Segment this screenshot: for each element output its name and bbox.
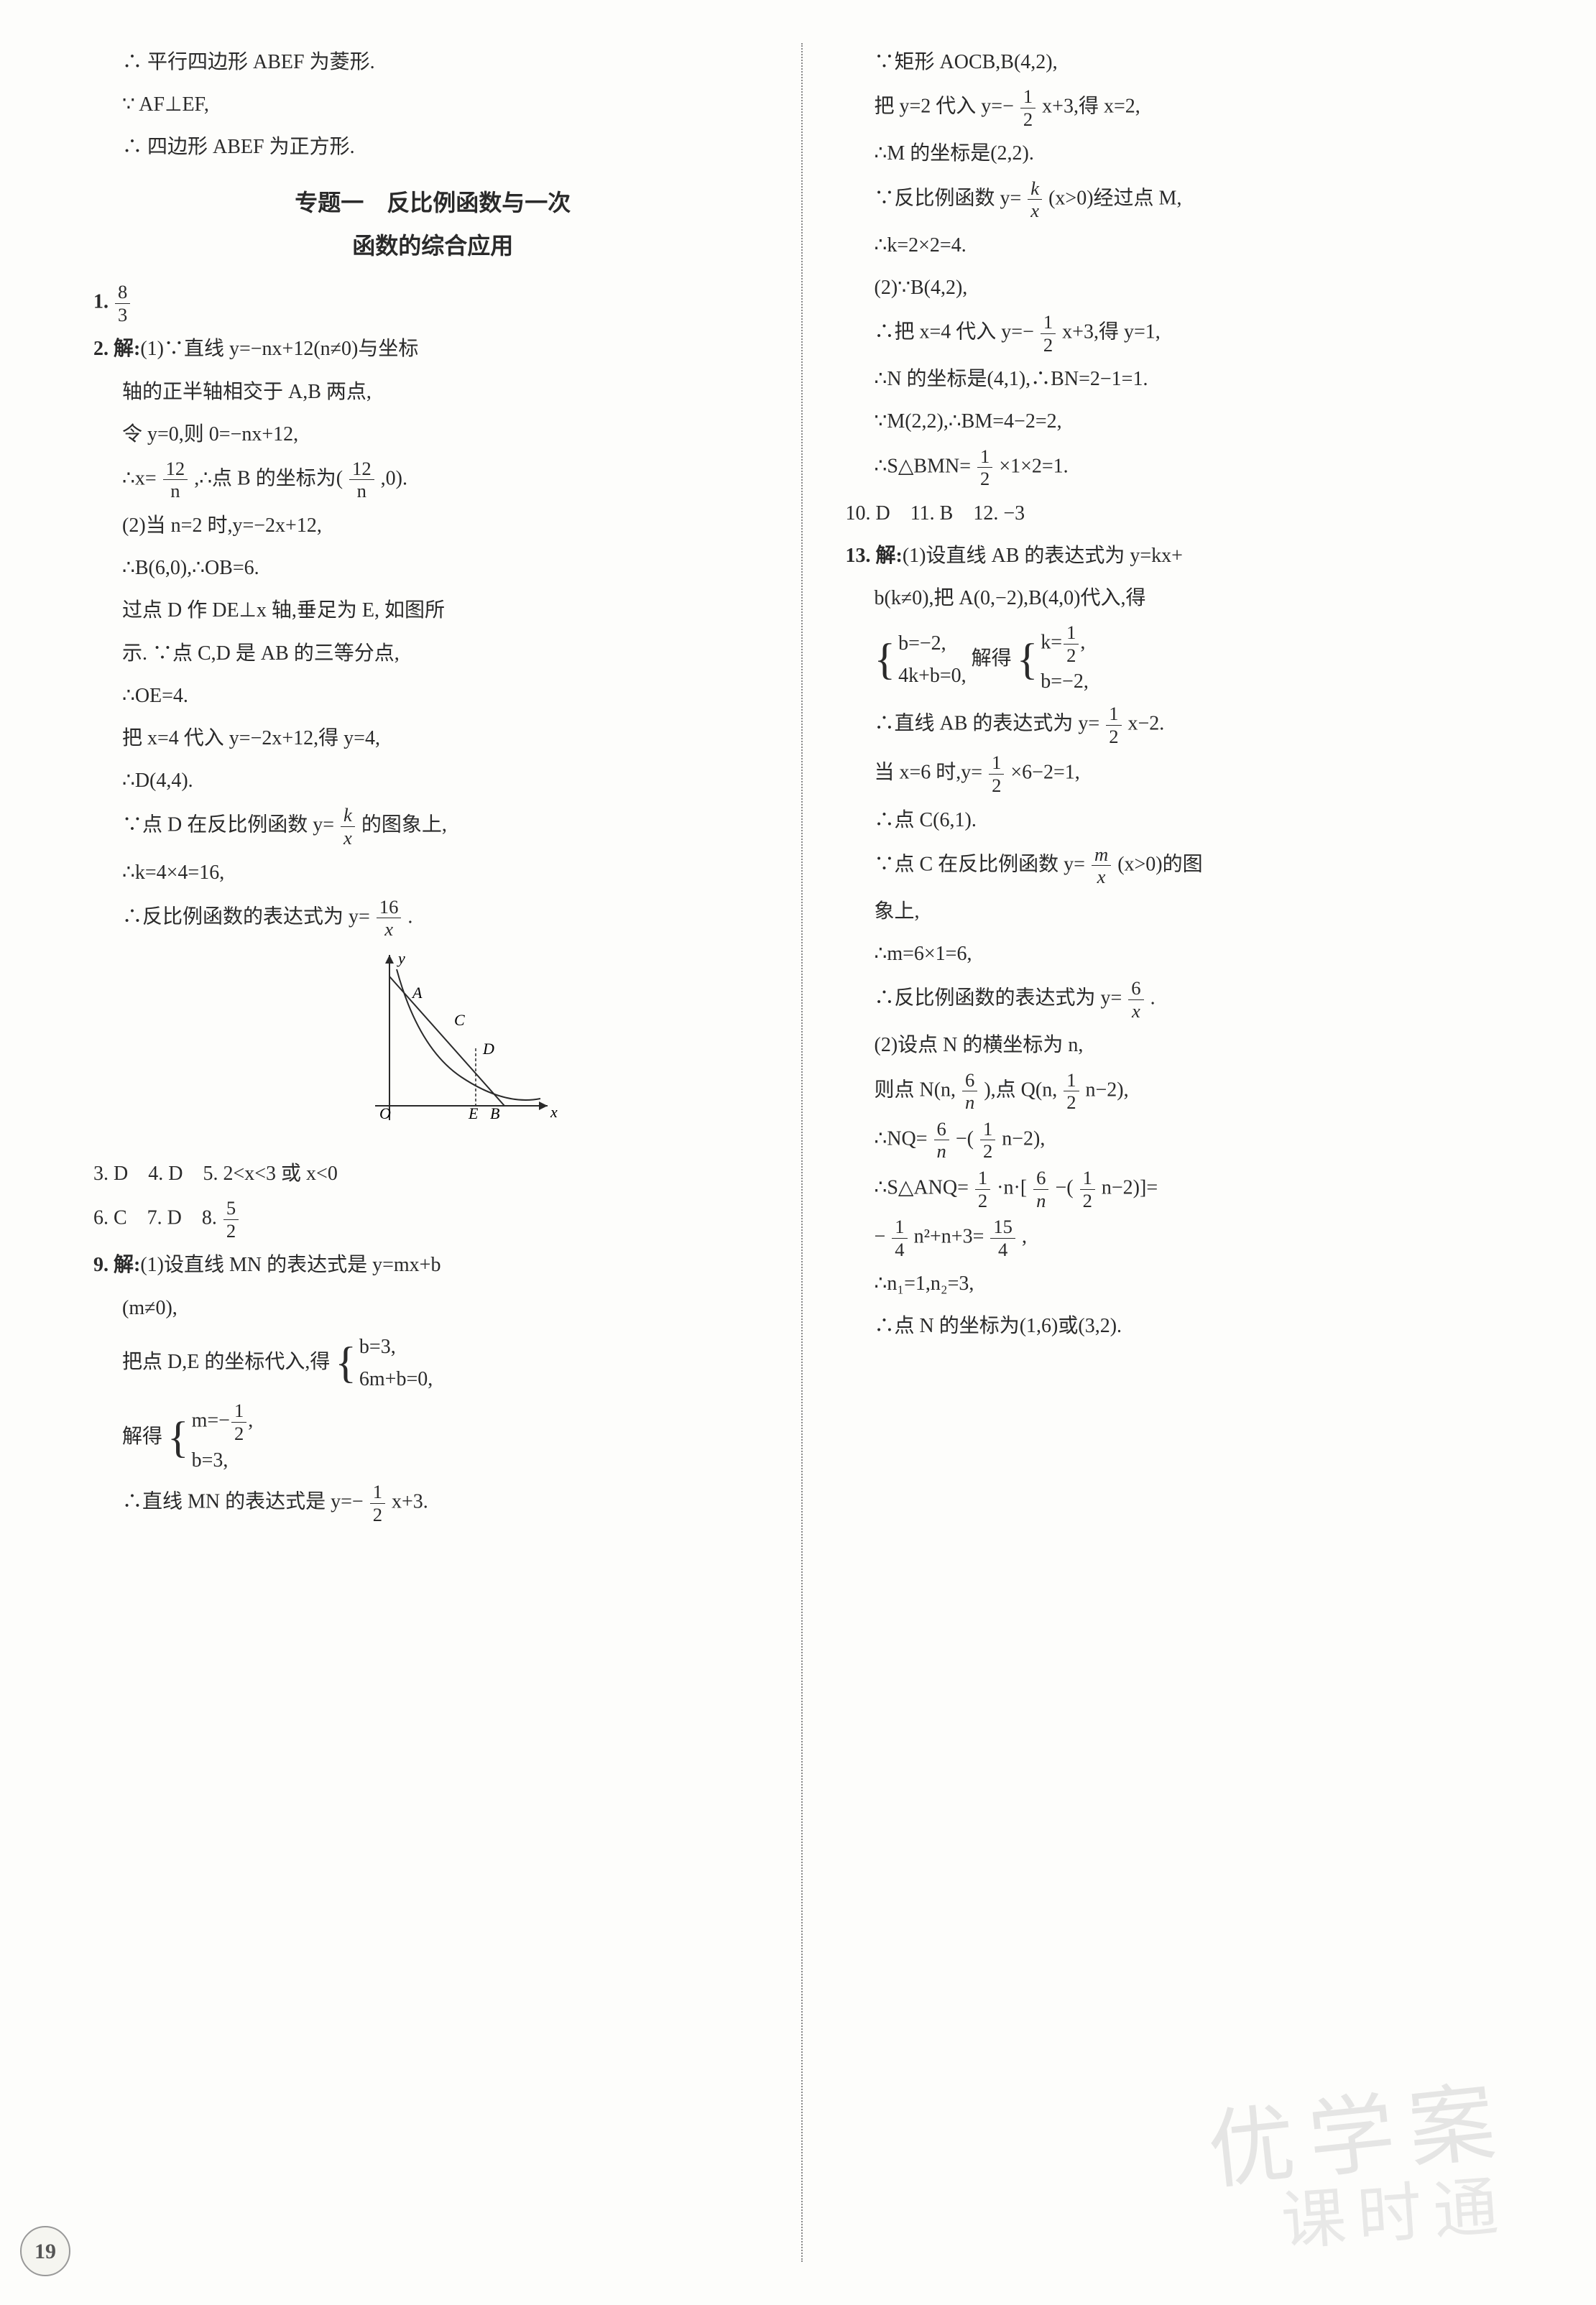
equation-system: { m=−12, b=3,: [167, 1400, 253, 1477]
text-line: 当 x=6 时,y= 12 ×6−2=1,: [846, 752, 1525, 796]
text-line: { b=−2, 4k+b=0, 解得 { k=12, b=−2,: [846, 622, 1525, 698]
text-line: (2)∵B(4,2),: [846, 269, 1525, 307]
frac: 12n: [349, 458, 374, 502]
frac: 12: [370, 1481, 385, 1525]
equation-system: { b=3, 6m+b=0,: [335, 1331, 433, 1396]
text-line: ∵反比例函数 y= kx (x>0)经过点 M,: [846, 177, 1525, 222]
q1: 1. 8 3: [93, 281, 772, 325]
text-line: ∴n₁=1,n₂=3,: [846, 1265, 1525, 1303]
text-line: ∵点 C 在反比例函数 y= mx (x>0)的图: [846, 844, 1525, 888]
text-line: 示. ∵点 C,D 是 AB 的三等分点,: [93, 634, 772, 673]
text-line: ∴ 四边形 ABEF 为正方形.: [93, 128, 772, 166]
equation-system: { k=12, b=−2,: [1017, 622, 1089, 698]
text-line: ∵点 D 在反比例函数 y= kx 的图象上,: [93, 804, 772, 849]
right-column: ∵矩形 AOCB,B(4,2), 把 y=2 代入 y=− 12 x+3,得 x…: [831, 43, 1539, 2262]
coordinate-graph: y x O A C D E B: [137, 948, 772, 1147]
frac: 12n: [163, 458, 188, 502]
text-line: 过点 D 作 DE⊥x 轴,垂足为 E, 如图所: [93, 591, 772, 629]
text-line: 令 y=0,则 0=−nx+12,: [93, 415, 772, 453]
text-line: ∴D(4,4).: [93, 762, 772, 800]
title-line1: 专题一 反比例函数与一次: [93, 181, 772, 225]
point-D: D: [482, 1040, 494, 1058]
text-line: ∴直线 MN 的表达式是 y=− 12 x+3.: [93, 1481, 772, 1525]
text-line: ∴B(6,0),∴OB=6.: [93, 549, 772, 587]
text-line: b(k≠0),把 A(0,−2),B(4,0)代入,得: [846, 579, 1525, 617]
q13-start: 13. 解:(1)设直线 AB 的表达式为 y=kx+: [846, 537, 1525, 575]
point-C: C: [454, 1011, 465, 1029]
text-line: ∴S△ANQ= 12 ·n·[ 6n −( 12 n−2)]=: [846, 1167, 1525, 1211]
q9-start: 9. 解:(1)设直线 MN 的表达式是 y=mx+b: [93, 1246, 772, 1284]
axis-x-label: x: [550, 1103, 558, 1121]
q13-num: 13. 解:: [846, 545, 903, 567]
point-B: B: [490, 1104, 499, 1122]
text-line: ∴x= 12n ,∴点 B 的坐标为( 12n ,0).: [93, 458, 772, 502]
text-line: ∴k=4×4=16,: [93, 854, 772, 892]
section-title: 专题一 反比例函数与一次 函数的综合应用: [93, 181, 772, 269]
text-line: ∴m=6×1=6,: [846, 935, 1525, 973]
q9-num: 9. 解:: [93, 1254, 140, 1276]
text-line: (2)设点 N 的横坐标为 n,: [846, 1026, 1525, 1064]
text-line: ∴N 的坐标是(4,1),∴BN=2−1=1.: [846, 360, 1525, 398]
text-line: ∴S△BMN= 12 ×1×2=1.: [846, 445, 1525, 490]
graph-svg: y x O A C D E B: [346, 948, 562, 1135]
text-line: 轴的正半轴相交于 A,B 两点,: [93, 373, 772, 411]
text-line: 把点 D,E 的坐标代入,得 { b=3, 6m+b=0,: [93, 1331, 772, 1396]
q2-start: 2. 解:(1)∵直线 y=−nx+12(n≠0)与坐标: [93, 330, 772, 368]
text-line: (m≠0),: [93, 1289, 772, 1327]
q1-frac: 8 3: [115, 281, 130, 325]
frac: 16x: [377, 896, 402, 941]
frac: 52: [223, 1197, 239, 1242]
text-line: 把 x=4 代入 y=−2x+12,得 y=4,: [93, 719, 772, 757]
text-line: 则点 N(n, 6n ),点 Q(n, 12 n−2),: [846, 1069, 1525, 1114]
text-line: 象上,: [846, 892, 1525, 930]
text-line: − 14 n²+n+3= 154 ,: [846, 1216, 1525, 1260]
text-line: 把 y=2 代入 y=− 12 x+3,得 x=2,: [846, 86, 1525, 130]
text-line: ∵M(2,2),∴BM=4−2=2,: [846, 402, 1525, 440]
origin-label: O: [379, 1104, 391, 1122]
point-A: A: [411, 984, 423, 1002]
page-number: 19: [34, 2231, 56, 2272]
axis-y-label: y: [397, 949, 405, 967]
text-line: ∵矩形 AOCB,B(4,2),: [846, 43, 1525, 81]
text-line: ∴反比例函数的表达式为 y= 16x .: [93, 896, 772, 941]
text-line: ∴点 N 的坐标为(1,6)或(3,2).: [846, 1307, 1525, 1345]
title-line2: 函数的综合应用: [93, 224, 772, 268]
text-line: ∴NQ= 6n −( 12 n−2),: [846, 1118, 1525, 1163]
frac: kx: [341, 804, 355, 849]
q10-12: 10. D 11. B 12. −3: [846, 494, 1525, 532]
text-line: ∴OE=4.: [93, 677, 772, 715]
text-line: ∴把 x=4 代入 y=− 12 x+3,得 y=1,: [846, 311, 1525, 356]
text-line: ∴k=2×2=4.: [846, 226, 1525, 264]
q2-num: 2. 解:: [93, 338, 140, 360]
page-container: ∴ 平行四边形 ABEF 为菱形. ∵ AF⊥EF, ∴ 四边形 ABEF 为正…: [79, 43, 1539, 2262]
text-line: ∵ AF⊥EF,: [93, 86, 772, 124]
q1-num: 1.: [93, 291, 109, 313]
text-line: ∴M 的坐标是(2,2).: [846, 134, 1525, 172]
text-line: 解得 { m=−12, b=3,: [93, 1400, 772, 1477]
left-column: ∴ 平行四边形 ABEF 为菱形. ∵ AF⊥EF, ∴ 四边形 ABEF 为正…: [79, 43, 803, 2262]
q6-8: 6. C 7. D 8. 52: [93, 1197, 772, 1242]
text-line: ∴点 C(6,1).: [846, 801, 1525, 839]
text-line: ∴反比例函数的表达式为 y= 6x .: [846, 977, 1525, 1022]
page-number-badge: 19: [20, 2226, 70, 2276]
point-E: E: [468, 1104, 479, 1122]
text-line: ∴ 平行四边形 ABEF 为菱形.: [93, 43, 772, 81]
q3-5: 3. D 4. D 5. 2<x<3 或 x<0: [93, 1155, 772, 1193]
text-line: ∴直线 AB 的表达式为 y= 12 x−2.: [846, 703, 1525, 747]
equation-system: { b=−2, 4k+b=0,: [875, 628, 967, 693]
text-line: (2)当 n=2 时,y=−2x+12,: [93, 507, 772, 545]
